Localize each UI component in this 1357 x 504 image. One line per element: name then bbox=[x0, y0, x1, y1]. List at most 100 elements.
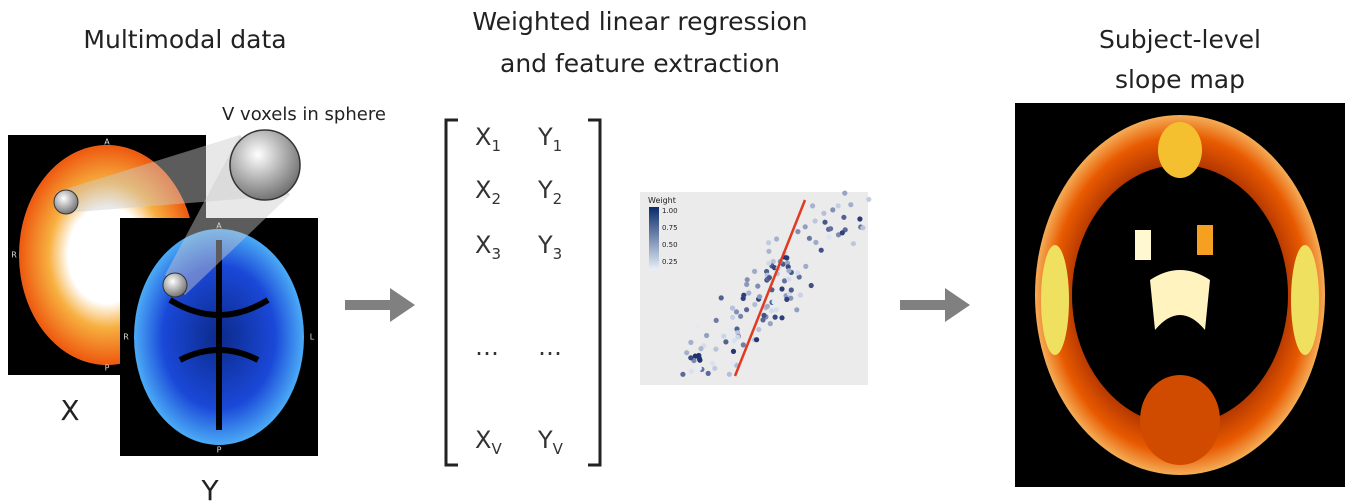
scatter-dot bbox=[779, 286, 785, 292]
scatter-dot bbox=[788, 287, 794, 293]
matrix-symbol: X bbox=[475, 123, 491, 151]
scatter-dot bbox=[744, 277, 750, 283]
regression-title: and feature extraction bbox=[500, 49, 780, 78]
y-label: Y bbox=[200, 474, 219, 504]
matrix-subscript: V bbox=[553, 440, 564, 458]
scatter-dot bbox=[857, 216, 863, 222]
scatter-dot bbox=[694, 322, 701, 328]
scatter-dot bbox=[802, 224, 808, 230]
slope-region bbox=[1291, 245, 1319, 355]
legend-title: Weight bbox=[648, 196, 676, 205]
scatter-dot bbox=[813, 239, 819, 245]
scatter-dot bbox=[752, 268, 758, 274]
matrix-symbol: … bbox=[538, 333, 562, 361]
scatter-dot bbox=[766, 240, 772, 246]
matrix-symbol: X bbox=[475, 426, 491, 454]
matrix-symbol: Y bbox=[537, 231, 553, 259]
scatter-dot bbox=[730, 360, 736, 366]
matrix-subscript: V bbox=[491, 440, 502, 458]
slope-region bbox=[1135, 230, 1151, 260]
scatter-dot bbox=[830, 207, 836, 213]
matrix-subscript: 2 bbox=[491, 190, 501, 208]
output-title: slope map bbox=[1115, 65, 1245, 94]
scatter-dot bbox=[755, 283, 761, 289]
scatter-dot bbox=[754, 337, 760, 343]
scatter-dot bbox=[766, 248, 772, 254]
scatter-dot bbox=[744, 307, 750, 313]
scatter-dot bbox=[767, 321, 773, 327]
matrix-entry: … bbox=[475, 333, 499, 361]
orientation-label: A bbox=[104, 138, 110, 147]
scatter-dot bbox=[730, 314, 736, 320]
scatter-dot bbox=[795, 270, 801, 276]
scatter-dot bbox=[757, 294, 763, 300]
scatter-dot bbox=[781, 278, 788, 284]
matrix-symbol: Y bbox=[537, 123, 553, 151]
matrix-subscript: 1 bbox=[491, 137, 501, 155]
matrix-subscript: 3 bbox=[491, 245, 501, 263]
slope-region bbox=[1150, 270, 1210, 330]
scatter-dot bbox=[764, 303, 771, 309]
orientation-label: L bbox=[310, 333, 315, 342]
scatter-dot bbox=[766, 260, 772, 266]
scatter-dot bbox=[692, 353, 698, 359]
scatter-dot bbox=[795, 229, 801, 235]
scatter-dot bbox=[704, 332, 710, 339]
scatter-dot bbox=[756, 326, 762, 333]
scatter-dot bbox=[779, 315, 785, 321]
legend-tick-label: 0.50 bbox=[662, 241, 678, 249]
scatter-dot bbox=[712, 365, 718, 371]
sphere-label: V voxels in sphere bbox=[222, 104, 386, 125]
scatter-dot bbox=[730, 348, 737, 354]
scatter-dot bbox=[697, 357, 703, 363]
scatter-dot bbox=[784, 255, 790, 261]
slope-region bbox=[1197, 225, 1213, 255]
scatter-dot bbox=[688, 355, 694, 361]
scatter-dot bbox=[812, 218, 818, 224]
scatter-dot bbox=[729, 327, 735, 333]
legend-tick-label: 0.75 bbox=[662, 224, 678, 232]
scatter-dot bbox=[761, 312, 767, 318]
matrix-symbol: Y bbox=[537, 426, 553, 454]
scatter-dot bbox=[810, 203, 816, 209]
legend-tick-label: 1.00 bbox=[662, 207, 678, 215]
input-title: Multimodal data bbox=[83, 25, 286, 54]
scatter-dot bbox=[786, 268, 792, 274]
scatter-dot bbox=[796, 274, 802, 280]
scatter-dot bbox=[835, 203, 841, 209]
scatter-dot bbox=[806, 235, 813, 241]
scatter-dot bbox=[735, 334, 741, 340]
legend-tick-label: 0.25 bbox=[662, 258, 678, 266]
scatter-dot bbox=[826, 234, 832, 240]
scatter-dot bbox=[842, 190, 848, 196]
scatter-dot bbox=[866, 196, 872, 202]
scatter-dot bbox=[803, 263, 809, 269]
sphere bbox=[229, 129, 301, 201]
scatter-dot bbox=[769, 308, 775, 314]
slope-region bbox=[1140, 375, 1220, 465]
scatter-dot bbox=[788, 295, 794, 301]
scatter-dot bbox=[684, 350, 690, 356]
matrix-symbol: X bbox=[475, 231, 491, 259]
scatter-dot bbox=[828, 226, 834, 232]
slope-region bbox=[1041, 245, 1069, 355]
scatter-dot bbox=[766, 275, 773, 281]
orientation-label: R bbox=[123, 333, 129, 342]
scatter-dot bbox=[848, 202, 854, 208]
scatter-dot bbox=[772, 314, 778, 320]
scatter-dot bbox=[710, 360, 716, 366]
matrix-subscript: 3 bbox=[553, 245, 563, 263]
scatter-dot bbox=[729, 305, 736, 311]
orientation-label: P bbox=[217, 446, 222, 455]
matrix-bracket bbox=[444, 118, 602, 467]
scatter-dot bbox=[680, 371, 686, 377]
matrix-entry: X2 bbox=[475, 176, 501, 208]
orientation-label: A bbox=[216, 222, 222, 231]
sphere-small bbox=[162, 272, 188, 298]
scatter-dot bbox=[841, 214, 847, 220]
scatter-panel bbox=[640, 192, 868, 385]
scatter-dot bbox=[752, 301, 758, 308]
matrix-symbol: X bbox=[475, 176, 491, 204]
legend-colorbar bbox=[649, 207, 659, 270]
scatter-dot bbox=[821, 210, 827, 216]
